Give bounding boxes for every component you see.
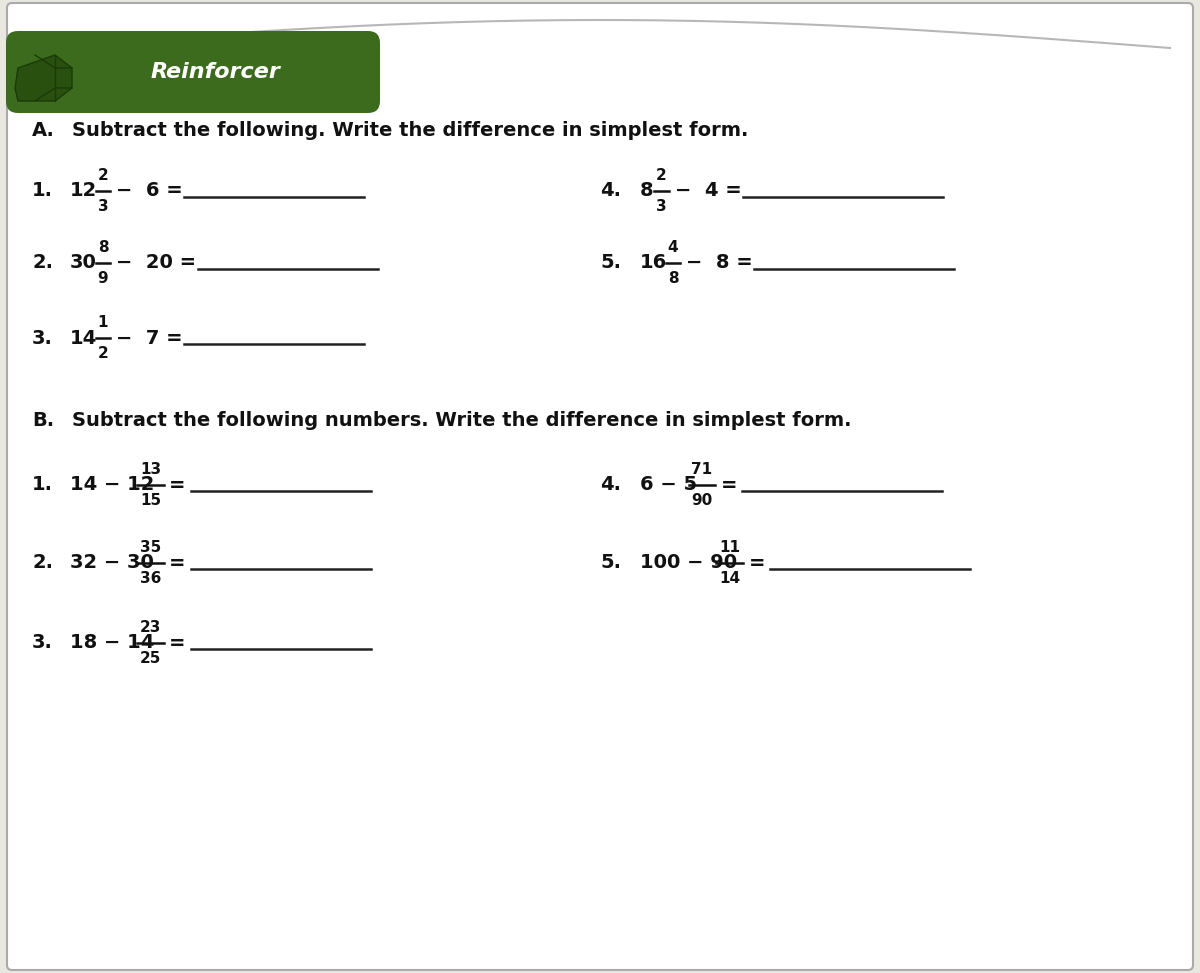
Text: 1.: 1. (32, 476, 53, 494)
Text: 14 − 12: 14 − 12 (70, 476, 155, 494)
Text: =: = (749, 554, 764, 572)
Text: 100 − 90: 100 − 90 (640, 554, 737, 572)
Text: 5.: 5. (600, 554, 622, 572)
Text: 18 − 14: 18 − 14 (70, 633, 155, 653)
Text: 2: 2 (97, 168, 108, 183)
Text: −  7 =: − 7 = (116, 329, 182, 347)
Text: 12: 12 (70, 182, 97, 200)
Text: 3: 3 (97, 199, 108, 214)
Text: −  20 =: − 20 = (116, 254, 197, 272)
Text: 4.: 4. (600, 182, 622, 200)
Text: =: = (169, 633, 186, 653)
Text: 1: 1 (97, 315, 108, 330)
Text: 6 − 5: 6 − 5 (640, 476, 697, 494)
Text: Subtract the following. Write the difference in simplest form.: Subtract the following. Write the differ… (72, 121, 749, 140)
Text: 2.: 2. (32, 254, 53, 272)
FancyBboxPatch shape (7, 3, 1193, 970)
Text: −  4 =: − 4 = (674, 182, 742, 200)
Text: 23: 23 (140, 620, 161, 635)
Text: 90: 90 (691, 493, 713, 508)
Text: 8: 8 (640, 182, 654, 200)
Text: 2: 2 (656, 168, 667, 183)
Text: 1.: 1. (32, 182, 53, 200)
Text: 4.: 4. (600, 476, 622, 494)
Text: B.: B. (32, 411, 54, 430)
Text: 35: 35 (140, 540, 161, 555)
Text: 3: 3 (656, 199, 667, 214)
Text: 2.: 2. (32, 554, 53, 572)
Text: 5.: 5. (600, 254, 622, 272)
Text: 14: 14 (70, 329, 97, 347)
Text: 32 − 30: 32 − 30 (70, 554, 154, 572)
Text: 3.: 3. (32, 633, 53, 653)
Text: 30: 30 (70, 254, 97, 272)
Text: 8: 8 (667, 271, 678, 286)
Text: −  6 =: − 6 = (116, 182, 182, 200)
Text: 13: 13 (140, 462, 161, 477)
Text: 15: 15 (140, 493, 161, 508)
Text: Reinforcer: Reinforcer (150, 62, 280, 82)
Text: 14: 14 (719, 571, 740, 586)
Text: 25: 25 (140, 651, 161, 666)
Text: 4: 4 (667, 240, 678, 255)
Polygon shape (14, 55, 72, 101)
Text: 36: 36 (140, 571, 161, 586)
Text: Subtract the following numbers. Write the difference in simplest form.: Subtract the following numbers. Write th… (72, 411, 852, 430)
Text: 8: 8 (97, 240, 108, 255)
Text: 71: 71 (691, 462, 713, 477)
Text: 9: 9 (97, 271, 108, 286)
Text: 16: 16 (640, 254, 667, 272)
Text: −  8 =: − 8 = (686, 254, 754, 272)
FancyBboxPatch shape (6, 31, 380, 113)
Text: =: = (169, 554, 186, 572)
Text: 2: 2 (97, 346, 108, 361)
Text: 11: 11 (720, 540, 740, 555)
Text: 3.: 3. (32, 329, 53, 347)
Text: A.: A. (32, 121, 55, 140)
Text: =: = (720, 476, 737, 494)
Text: =: = (169, 476, 186, 494)
